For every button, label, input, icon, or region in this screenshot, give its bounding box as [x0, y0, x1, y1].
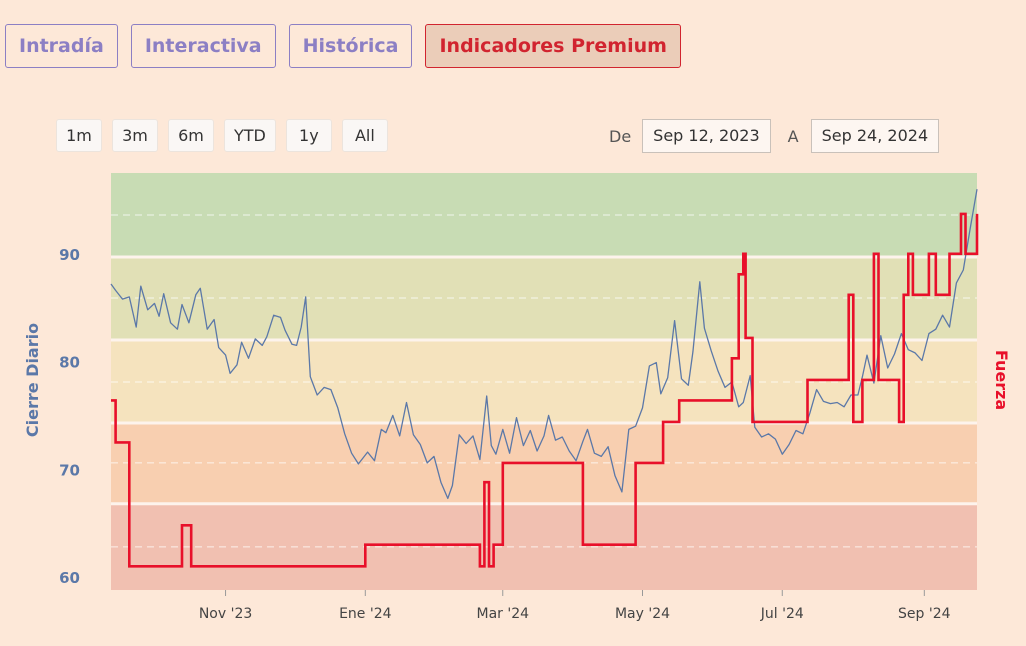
range-6m-button[interactable]: 6m [168, 119, 214, 152]
range-1m-button[interactable]: 1m [56, 119, 102, 152]
price-line [110, 189, 978, 500]
tab-interactiva[interactable]: Interactiva [130, 24, 276, 68]
zone-band [111, 340, 977, 423]
range-selector: 1m 3m 6m YTD 1y All [56, 119, 388, 152]
y-tick-label: 70 [59, 461, 80, 479]
tab-indicadores-premium[interactable]: Indicadores Premium [425, 24, 681, 68]
y-axis: 60 70 80 90 [59, 246, 80, 587]
tab-bar: Intradía Interactiva Histórica Indicador… [5, 24, 681, 68]
x-tick-label: Sep '24 [898, 606, 951, 622]
y-tick-label: 60 [59, 569, 80, 587]
y2-axis-title: Fuerza [992, 350, 1011, 410]
range-ytd-button[interactable]: YTD [224, 119, 276, 152]
plot-series [110, 189, 979, 568]
zone-bands [111, 173, 977, 590]
x-tick-label: May '24 [615, 606, 670, 622]
range-all-button[interactable]: All [341, 119, 388, 152]
zone-band [111, 257, 977, 341]
tab-intradia[interactable]: Intradía [5, 24, 118, 68]
tab-historica[interactable]: Histórica [288, 24, 413, 68]
range-1y-button[interactable]: 1y [285, 119, 332, 152]
strength-line [111, 212, 979, 568]
date-from-input[interactable]: Sep 12, 2023 [642, 119, 771, 153]
y-tick-label: 80 [59, 354, 80, 372]
range-3m-button[interactable]: 3m [112, 119, 158, 152]
x-axis: Nov '23 Ene '24 Mar '24 May '24 Jul '24 Sep '… [199, 590, 951, 622]
x-tick-label: Jul '24 [760, 606, 804, 622]
date-to-label: A [787, 126, 799, 146]
x-tick-label: Nov '23 [199, 606, 252, 622]
date-from-label: De [609, 126, 632, 146]
y-tick-label: 90 [59, 246, 80, 264]
x-tick-label: Ene '24 [339, 606, 392, 622]
date-to-input[interactable]: Sep 24, 2024 [810, 119, 940, 153]
y-axis-title: Cierre Diario [23, 323, 42, 437]
date-range: De Sep 12, 2023 A Sep 24, 2024 [609, 119, 940, 153]
x-tick-label: Mar '24 [476, 606, 529, 622]
